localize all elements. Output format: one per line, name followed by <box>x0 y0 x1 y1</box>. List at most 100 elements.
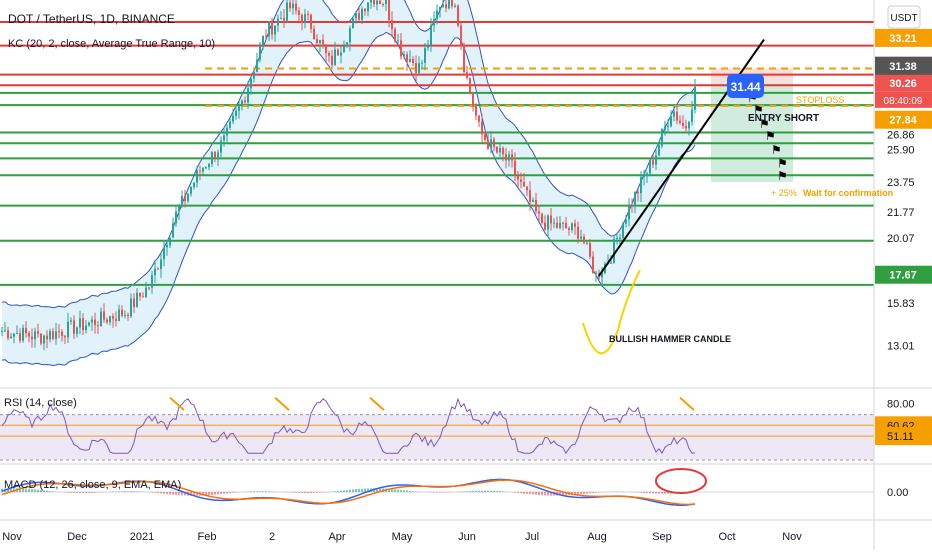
candle-body <box>274 25 276 34</box>
candle-body <box>133 299 135 307</box>
candle-body <box>319 40 321 43</box>
candle-body <box>277 19 279 26</box>
macd-histogram-bar <box>235 492 237 493</box>
macd-histogram-bar <box>220 492 222 494</box>
candle-body <box>424 48 426 63</box>
candle-body <box>580 237 582 239</box>
macd-histogram-bar <box>208 492 210 495</box>
candle-body <box>52 331 54 339</box>
macd-histogram-bar <box>268 491 270 492</box>
target-flag-icon: ⚑ <box>771 143 782 157</box>
candle-body <box>676 112 678 121</box>
macd-histogram-bar <box>307 492 309 493</box>
x-tick-label: 2 <box>269 531 275 543</box>
macd-histogram-bar <box>343 490 345 492</box>
y-tick-label: 26.86 <box>887 130 915 142</box>
candle-body <box>268 22 270 37</box>
candle-body <box>103 312 105 320</box>
candle-body <box>256 60 258 72</box>
macd-histogram-bar <box>256 491 258 492</box>
price-badge-label: 17.67 <box>889 270 917 282</box>
candle-body <box>571 223 573 230</box>
macd-histogram-bar <box>127 491 129 492</box>
candle-body <box>442 4 444 6</box>
macd-histogram-bar <box>547 492 549 496</box>
macd-tick-label: 0.00 <box>887 487 908 499</box>
candle-body <box>229 122 231 128</box>
candle-body <box>436 10 438 19</box>
candle-body <box>388 0 390 20</box>
entry-short-label: ENTRY SHORT <box>748 113 819 124</box>
candle-body <box>451 0 453 6</box>
symbol-title: DOT / TetherUS, 1D, BINANCE <box>8 12 175 26</box>
candle-body <box>289 2 291 8</box>
macd-histogram-bar <box>580 492 582 494</box>
candle-body <box>400 40 402 56</box>
macd-histogram-bar <box>310 492 312 493</box>
candle-body <box>322 40 324 46</box>
candle-body <box>457 6 459 26</box>
macd-histogram-bar <box>646 492 648 493</box>
candle-body <box>406 54 408 62</box>
candle-body <box>121 310 123 316</box>
candle-body <box>328 53 330 56</box>
candle-body <box>463 46 465 73</box>
candle-body <box>223 135 225 140</box>
candle-body <box>247 88 249 102</box>
candle-body <box>418 63 420 73</box>
candle-body <box>304 14 306 23</box>
x-tick-label: May <box>392 531 413 543</box>
wait-confirmation-label: Wait for confirmation <box>803 188 893 198</box>
macd-histogram-bar <box>124 491 126 492</box>
candle-body <box>565 223 567 228</box>
candle-body <box>124 315 126 316</box>
candle-body <box>73 320 75 333</box>
macd-histogram-bar <box>265 491 267 492</box>
candle-body <box>262 36 264 46</box>
candle-body <box>637 192 639 193</box>
x-tick-label: Nov <box>2 531 22 543</box>
candle-body <box>265 36 267 37</box>
candle-body <box>160 259 162 269</box>
macd-histogram-bar <box>346 490 348 492</box>
macd-histogram-bar <box>352 489 354 492</box>
candle-body <box>658 146 660 156</box>
kc-indicator-title: KC (20, 2, close, Average True Range, 10… <box>8 38 215 50</box>
candle-body <box>514 161 516 175</box>
candle-body <box>490 139 492 148</box>
macd-histogram-bar <box>487 491 489 492</box>
candle-body <box>214 152 216 159</box>
candle-body <box>481 122 483 135</box>
macd-histogram-bar <box>592 492 594 493</box>
macd-histogram-bar <box>88 492 90 493</box>
macd-histogram-bar <box>85 492 87 493</box>
candle-body <box>361 9 363 20</box>
candle-body <box>238 106 240 111</box>
macd-histogram-bar <box>496 491 498 492</box>
candle-body <box>244 100 246 102</box>
macd-histogram-bar <box>640 492 642 493</box>
candle-body <box>187 194 189 201</box>
candle-body <box>19 333 21 341</box>
candle-body <box>292 4 294 9</box>
candle-body <box>301 15 303 23</box>
candle-body <box>586 243 588 244</box>
candle-body <box>427 45 429 48</box>
candle-body <box>349 28 351 42</box>
macd-histogram-bar <box>298 492 300 493</box>
candle-body <box>667 126 669 127</box>
candle-body <box>631 206 633 207</box>
candle-body <box>421 63 423 64</box>
candle-body <box>76 328 78 334</box>
target-price-label: 31.44 <box>730 80 760 94</box>
macd-histogram-bar <box>169 492 171 494</box>
candle-body <box>484 134 486 139</box>
currency-label: USDT <box>890 13 917 24</box>
macd-histogram-bar <box>259 491 261 492</box>
candle-body <box>172 223 174 237</box>
candle-body <box>541 214 543 223</box>
candle-body <box>652 160 654 165</box>
candle-body <box>643 176 645 177</box>
